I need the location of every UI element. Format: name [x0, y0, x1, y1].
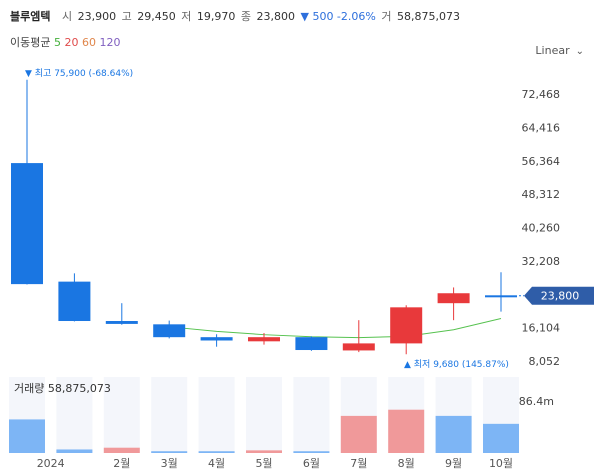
high-label: 고	[121, 10, 132, 23]
volume-bar	[151, 451, 188, 453]
high-annotation: ▼ 최고 75,900 (-68.64%)	[25, 68, 133, 79]
moving-average-legend: 이동평균 5 20 60 120	[10, 34, 120, 50]
volume-label: 거	[381, 10, 392, 23]
volume-bar	[246, 450, 282, 453]
moving-average-line	[169, 318, 502, 339]
candle-body	[153, 324, 186, 338]
x-tick-label: 2024	[37, 457, 65, 470]
x-tick-label: 9월	[445, 457, 462, 470]
chevron-down-icon: ⌄	[575, 46, 584, 57]
volume-bg	[56, 377, 93, 453]
close-label: 종	[240, 10, 251, 23]
current-price-label: 23,800	[541, 290, 580, 303]
ma-period-120: 120	[99, 36, 121, 49]
close-value: 23,800	[256, 10, 295, 23]
volume-panel-label: 거래량	[14, 382, 45, 395]
volume-bg	[103, 377, 140, 453]
y-tick-label: 32,208	[522, 255, 561, 268]
volume-bar	[435, 415, 472, 453]
candle-body	[295, 337, 328, 351]
scale-label: Linear	[535, 44, 570, 57]
candle-body	[390, 307, 423, 344]
y-tick-label: 64,416	[522, 121, 561, 134]
volume-bar	[340, 415, 377, 453]
scale-dropdown[interactable]: Linear ⌄	[535, 44, 584, 57]
current-price-tag	[524, 286, 594, 305]
x-tick-label: 8월	[398, 457, 415, 470]
candle-body	[248, 337, 280, 342]
volume-bar	[56, 449, 93, 453]
ma-period-60: 60	[81, 36, 96, 49]
candle-body	[342, 343, 375, 351]
ma-period-20: 20	[64, 36, 79, 49]
y-tick-label: 40,260	[522, 222, 561, 235]
ma-label: 이동평균	[10, 36, 51, 49]
volume-bar	[9, 419, 45, 453]
volume-tick-label: 86.4m	[519, 395, 554, 408]
volume-bg	[198, 377, 235, 453]
volume-bg	[293, 377, 330, 453]
candle-body	[105, 321, 138, 324]
y-tick-label: 8,052	[529, 355, 561, 368]
volume-bar	[103, 447, 140, 453]
volume-bar	[198, 451, 235, 453]
volume-bg	[151, 377, 188, 453]
volume-bg	[246, 377, 282, 453]
candle-body	[58, 281, 91, 322]
volume-value: 58,875,073	[396, 10, 460, 23]
stock-name: 블루엠텍	[10, 10, 51, 23]
volume-bar	[483, 423, 519, 453]
quote-header: 블루엠텍 시 23,900 고 29,450 저 19,970 종 23,800…	[10, 8, 590, 26]
ma-period-5: 5	[53, 36, 61, 49]
low-value: 19,970	[196, 10, 236, 23]
change-value: ▼ 500 -2.06%	[300, 10, 376, 23]
low-annotation: ▲ 최저 9,680 (145.87%)	[404, 359, 509, 370]
open-value: 23,900	[77, 10, 117, 23]
y-tick-label: 16,104	[522, 322, 561, 335]
candle-body	[200, 337, 233, 341]
y-tick-label: 56,364	[522, 155, 561, 168]
candle-body	[437, 293, 470, 304]
x-tick-label: 7월	[350, 457, 367, 470]
x-tick-label: 2월	[113, 457, 130, 470]
candle-body	[11, 163, 43, 285]
low-label: 저	[181, 10, 192, 23]
y-tick-label: 72,468	[522, 88, 561, 101]
x-tick-label: 10월	[489, 457, 513, 470]
candle-body	[485, 295, 517, 298]
volume-panel-value: 58,875,073	[47, 382, 111, 395]
high-value: 29,450	[137, 10, 176, 23]
x-tick-label: 4월	[208, 457, 225, 470]
volume-bar	[388, 409, 425, 453]
volume-panel-title: 거래량 58,875,073	[14, 380, 111, 396]
x-tick-label: 6월	[303, 457, 320, 470]
x-tick-label: 3월	[161, 457, 178, 470]
x-tick-label: 5월	[255, 457, 272, 470]
volume-bar	[293, 451, 330, 453]
y-tick-label: 48,312	[522, 188, 561, 201]
open-label: 시	[61, 10, 73, 23]
